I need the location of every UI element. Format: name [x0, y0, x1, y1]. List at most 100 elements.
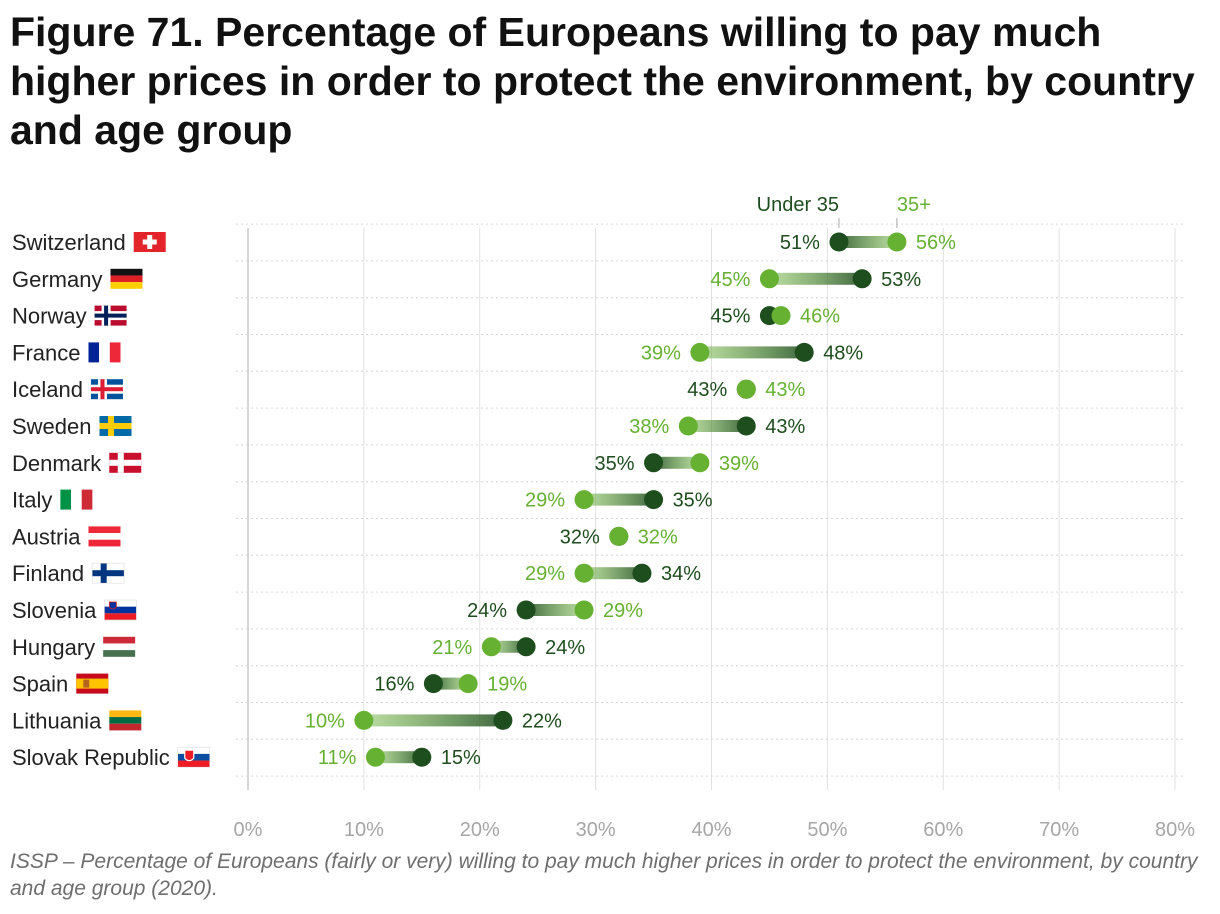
dot-under35: [516, 637, 536, 657]
label-35plus: 39%: [719, 453, 759, 475]
tick-label: 60%: [923, 819, 963, 841]
connector-bar: [584, 493, 654, 506]
dot-35plus: [574, 563, 594, 583]
dot-35plus: [458, 674, 478, 694]
flag-icon: [133, 232, 166, 252]
flag-icon: [110, 268, 143, 289]
dot-35plus: [887, 232, 907, 252]
country-label: Sweden: [12, 414, 92, 439]
label-35plus: 29%: [525, 490, 565, 512]
dot-under35: [644, 453, 664, 473]
country-labels: Switzerland Germany Norway France Iceland Swe…: [12, 230, 170, 770]
data-points: [354, 232, 907, 767]
label-under35: 51%: [780, 232, 820, 254]
flag-icon: [99, 416, 132, 436]
connector-bar: [584, 567, 642, 580]
tick-label: 40%: [691, 819, 731, 841]
dot-under35: [736, 416, 756, 436]
flag-icon: [103, 636, 136, 657]
connector-bar: [363, 714, 503, 727]
connector-bar: [653, 456, 700, 469]
grid-lines: [236, 223, 1185, 790]
flag-icon: [109, 710, 142, 731]
country-label: Hungary: [12, 635, 95, 660]
label-under35: 16%: [374, 674, 414, 696]
dot-35plus: [354, 710, 374, 730]
tick-label: 50%: [807, 819, 847, 841]
label-under35: 43%: [765, 416, 805, 438]
label-under35: 53%: [881, 269, 921, 291]
country-label: Norway: [12, 304, 87, 329]
flag-icon: [90, 379, 123, 400]
tick-label: 70%: [1039, 819, 1079, 841]
flag-icon: [88, 526, 121, 547]
country-label: Italy: [12, 488, 52, 513]
label-35plus: 45%: [710, 269, 750, 291]
flag-icon: [76, 673, 109, 694]
country-label: France: [12, 340, 80, 365]
country-label: Spain: [12, 672, 68, 697]
dot-35plus: [574, 600, 594, 620]
dot-35plus: [609, 526, 629, 546]
country-label: Switzerland: [12, 230, 126, 255]
flag-icon: [60, 489, 93, 510]
dot-35plus: [678, 416, 698, 436]
flag-icon: [91, 562, 125, 584]
connector-bar: [838, 236, 897, 248]
country-label: Germany: [12, 267, 102, 292]
dot-under35: [423, 674, 443, 694]
chart-title: Figure 71. Percentage of Europeans willi…: [10, 9, 1195, 153]
flag-icon: [177, 746, 211, 768]
flags: [60, 232, 211, 768]
flag-icon: [94, 305, 127, 326]
country-label: Iceland: [12, 377, 83, 402]
tick-label: 0%: [234, 819, 263, 841]
label-under35: 15%: [441, 747, 481, 769]
label-under35: 24%: [545, 637, 585, 659]
dot-35plus: [771, 306, 791, 326]
country-label: Slovak Republic: [12, 745, 170, 770]
label-35plus: 11%: [318, 747, 357, 769]
label-35plus: 43%: [765, 379, 805, 401]
dot-35plus: [736, 379, 756, 399]
connector-bar: [375, 751, 422, 764]
label-35plus: 19%: [487, 674, 527, 696]
legend: Under 35 35+: [757, 194, 931, 228]
dot-35plus: [574, 490, 594, 510]
country-label: Finland: [12, 561, 84, 586]
connector-bar: [699, 346, 805, 359]
label-35plus: 56%: [916, 232, 956, 254]
label-35plus: 39%: [641, 342, 681, 364]
flag-icon: [88, 342, 121, 363]
label-under35: 43%: [687, 379, 727, 401]
label-35plus: 46%: [800, 306, 840, 328]
label-35plus: 38%: [629, 416, 669, 438]
tick-label: 80%: [1155, 819, 1195, 841]
connector-bar: [526, 604, 585, 616]
label-35plus: 21%: [432, 637, 472, 659]
label-under35: 45%: [710, 306, 750, 328]
label-35plus: 29%: [603, 600, 643, 622]
dot-under35: [516, 600, 536, 620]
x-axis-ticks: 0% 10% 20% 30% 40% 50% 60% 70% 80%: [234, 819, 1196, 841]
data-labels: 51% 56% 45% 53% 45% 46% 39% 48% 43% 43% 38% 43% 35% 3…: [305, 232, 956, 769]
connector-bar: [688, 420, 747, 432]
dot-under35: [829, 232, 849, 252]
dot-35plus: [690, 453, 710, 473]
label-under35: 35%: [673, 490, 713, 512]
label-under35: 34%: [661, 563, 701, 585]
dot-35plus: [759, 269, 779, 289]
label-under35: 48%: [823, 342, 863, 364]
chart-caption: ISSP – Percentage of Europeans (fairly o…: [10, 850, 1198, 900]
label-under35: 22%: [522, 710, 562, 732]
dot-under35: [794, 342, 814, 362]
label-35plus: 32%: [638, 526, 678, 548]
label-35plus: 10%: [305, 710, 345, 732]
connector-bar: [769, 272, 863, 285]
dot-35plus: [690, 342, 710, 362]
dot-under35: [644, 490, 664, 510]
tick-label: 30%: [576, 819, 616, 841]
flag-icon: [109, 452, 142, 473]
legend-35plus: 35+: [897, 194, 931, 216]
